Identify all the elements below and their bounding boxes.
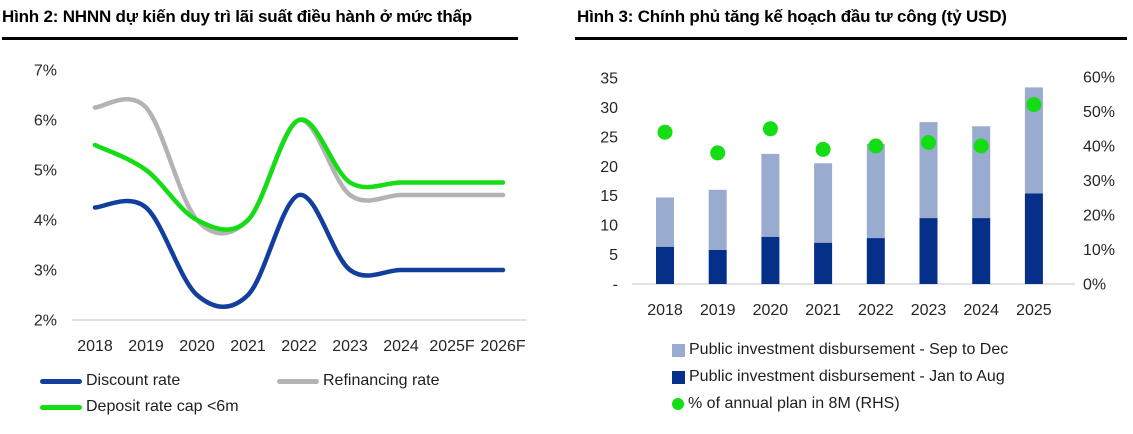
x-tick-label: 2019: [700, 302, 736, 319]
annual-plan-pct-dot: [973, 138, 989, 154]
x-tick-label: 2023: [332, 338, 368, 355]
deposit-rate-cap-swatch: [40, 404, 82, 410]
right-tick-label: 0%: [1083, 277, 1106, 294]
rate-chart-legend: Discount rate Refinancing rate Deposit r…: [40, 372, 440, 416]
discount-rate-swatch: [40, 378, 82, 384]
x-tick-label: 2018: [647, 302, 683, 319]
annual-plan-pct-dot: [657, 124, 673, 140]
annual-plan-pct-dot: [921, 135, 936, 150]
x-tick-label: 2023: [911, 302, 947, 319]
legend-item-annual-plan-pct: % of annual plan in 8M (RHS): [672, 395, 1008, 413]
bar-segment-jan-to-aug: [656, 246, 674, 284]
x-tick-label: 2019: [128, 338, 164, 355]
x-tick-label: 2022: [281, 338, 317, 355]
figure-left-title: Hình 2: NHNN dự kiến duy trì lãi suất đi…: [2, 7, 472, 26]
legend-label-refinancing-rate: Refinancing rate: [323, 372, 440, 389]
bar-segment-sep-to-dec: [866, 143, 885, 239]
x-tick-label: 2026F: [480, 338, 526, 355]
y-tick-label: 2%: [34, 313, 57, 330]
legend-label-deposit-rate-cap: Deposit rate cap <6m: [86, 398, 239, 415]
annual-plan-pct-dot: [710, 145, 726, 161]
left-tick-label: 20: [600, 159, 618, 176]
legend-item-jan-to-aug: Public investment disbursement - Jan to …: [672, 368, 1008, 386]
y-tick-label: 5%: [34, 163, 57, 180]
right-tick-label: 20%: [1083, 208, 1115, 225]
discount-rate-line: [92, 192, 506, 309]
right-tick-label: 30%: [1083, 173, 1115, 190]
legend-item-sep-to-dec: Public investment disbursement - Sep to …: [672, 341, 1008, 359]
y-tick-label: 3%: [34, 263, 57, 280]
refinancing-rate-swatch: [277, 378, 319, 384]
figure-right-title: Hình 3: Chính phủ tăng kế hoạch đầu tư c…: [577, 7, 1007, 26]
interest-rate-line-chart: 2% 3% 4% 5% 6% 7% 2018 2019 2020 2021 2022 2023 2024…: [34, 63, 527, 355]
legend-item-deposit-rate-cap: Deposit rate cap <6m: [40, 398, 277, 416]
right-tick-label: 10%: [1083, 242, 1115, 259]
bar-segment-jan-to-aug: [708, 249, 727, 284]
y-tick-label: 6%: [34, 113, 57, 130]
bar-segment-jan-to-aug: [919, 218, 938, 284]
investment-chart-legend: Public investment disbursement - Sep to …: [672, 341, 1008, 413]
x-tick-label: 2025: [1016, 302, 1052, 319]
bar-segment-jan-to-aug: [761, 236, 780, 284]
figure-right-title-rule: [575, 37, 1127, 40]
annual-plan-pct-swatch: [672, 398, 684, 410]
x-tick-label: 2020: [179, 338, 215, 355]
figure-left-title-rule: [2, 37, 518, 40]
left-tick-label: 10: [600, 218, 618, 235]
bar-segment-sep-to-dec: [1024, 87, 1043, 194]
left-tick-label: 30: [600, 100, 618, 117]
y-tick-label: 7%: [34, 63, 57, 80]
left-tick-label: 15: [600, 188, 618, 205]
bar-segment-jan-to-aug: [814, 242, 833, 284]
annual-plan-pct-dot: [1026, 97, 1042, 113]
x-tick-label: 2020: [753, 302, 789, 319]
x-tick-label: 2024: [383, 338, 419, 355]
bar-segment-sep-to-dec: [656, 197, 674, 247]
left-tick-label: 5: [609, 247, 618, 264]
bar-segment-sep-to-dec: [761, 153, 780, 237]
bar-segment-sep-to-dec: [814, 163, 833, 243]
left-tick-label: 25: [600, 129, 618, 146]
annual-plan-pct-dot: [868, 138, 884, 154]
sep-to-dec-swatch: [672, 343, 685, 357]
right-tick-label: 40%: [1083, 139, 1115, 156]
x-tick-label: 2025F: [429, 338, 475, 355]
legend-label-jan-to-aug: Public investment disbursement - Jan to …: [689, 368, 1005, 385]
deposit-rate-cap-6m-line: [92, 117, 506, 232]
legend-item-refinancing-rate: Refinancing rate: [277, 372, 440, 390]
legend-label-discount-rate: Discount rate: [86, 372, 181, 389]
bar-segment-sep-to-dec: [708, 189, 727, 250]
jan-to-aug-swatch: [672, 370, 685, 384]
right-tick-label: 60%: [1083, 70, 1115, 87]
legend-item-discount-rate: Discount rate: [40, 372, 277, 390]
legend-label-annual-plan-pct: % of annual plan in 8M (RHS): [688, 395, 900, 412]
x-tick-label: 2021: [230, 338, 266, 355]
x-tick-label: 2018: [77, 338, 113, 355]
x-tick-label: 2022: [858, 302, 894, 319]
annual-plan-pct-dot: [762, 121, 778, 137]
bar-segment-jan-to-aug: [972, 218, 991, 284]
x-tick-label: 2024: [963, 302, 999, 319]
x-tick-label: 2021: [805, 302, 841, 319]
bar-segment-jan-to-aug: [1024, 193, 1043, 284]
y-tick-label: 4%: [34, 213, 57, 230]
left-tick-label: -: [613, 277, 618, 294]
bar-segment-jan-to-aug: [866, 238, 885, 284]
right-tick-label: 50%: [1083, 104, 1115, 121]
left-tick-label: 35: [600, 71, 618, 88]
annual-plan-pct-dot: [815, 141, 831, 157]
legend-label-sep-to-dec: Public investment disbursement - Sep to …: [689, 341, 1009, 358]
